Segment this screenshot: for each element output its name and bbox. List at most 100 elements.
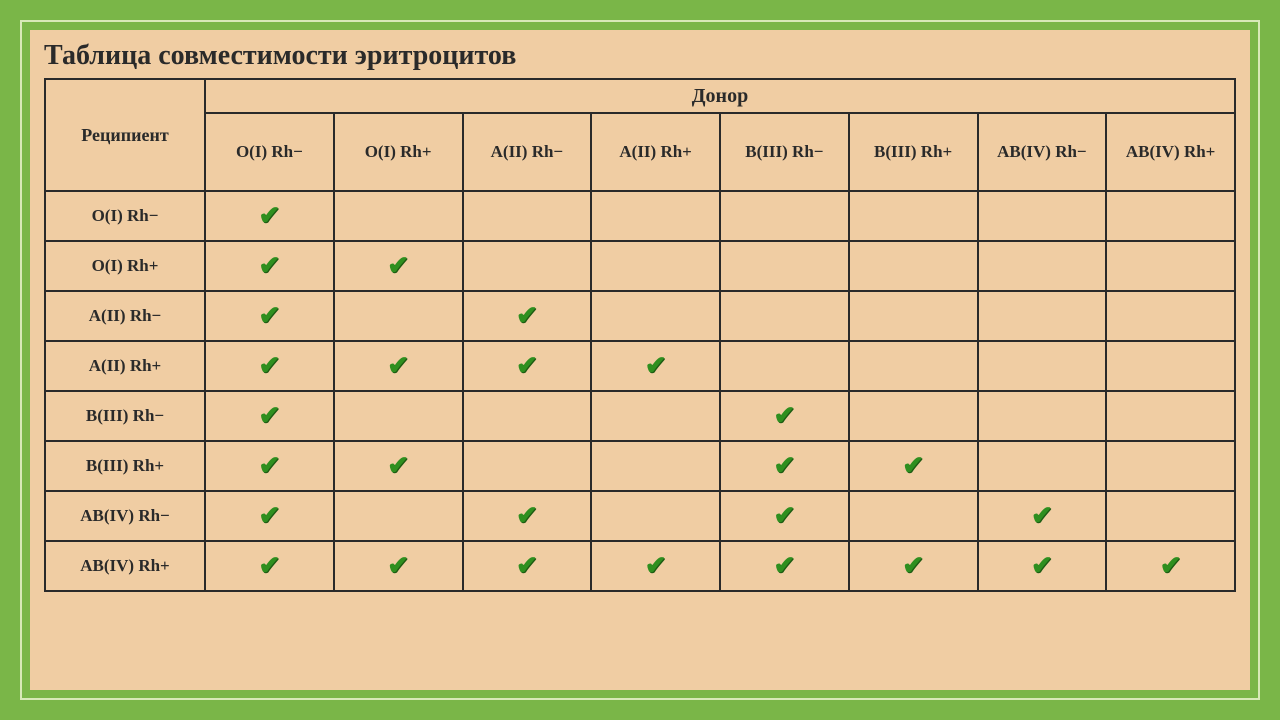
check-icon: ✔ xyxy=(902,551,924,580)
compat-cell xyxy=(1106,491,1235,541)
compat-cell: ✔ xyxy=(205,191,334,241)
compatibility-table: Реципиент Донор O(I) Rh− O(I) Rh+ A(II) … xyxy=(44,78,1236,592)
table-row: O(I) Rh− ✔ xyxy=(45,191,1235,241)
compat-cell: ✔ xyxy=(849,441,978,491)
compat-cell: ✔ xyxy=(720,441,849,491)
compat-cell xyxy=(334,291,463,341)
compat-cell: ✔ xyxy=(334,241,463,291)
col-header: O(I) Rh− xyxy=(205,113,334,191)
compat-cell xyxy=(849,291,978,341)
compat-cell xyxy=(591,491,720,541)
check-icon: ✔ xyxy=(516,301,538,330)
compat-cell xyxy=(1106,341,1235,391)
compat-cell xyxy=(591,241,720,291)
check-icon: ✔ xyxy=(902,451,924,480)
compat-cell xyxy=(591,391,720,441)
check-icon: ✔ xyxy=(258,451,280,480)
check-icon: ✔ xyxy=(387,551,409,580)
compat-cell xyxy=(978,291,1107,341)
compat-cell xyxy=(720,341,849,391)
column-headers-row: O(I) Rh− O(I) Rh+ A(II) Rh− A(II) Rh+ B(… xyxy=(45,113,1235,191)
compat-cell: ✔ xyxy=(591,341,720,391)
check-icon: ✔ xyxy=(773,401,795,430)
compat-cell: ✔ xyxy=(334,441,463,491)
check-icon: ✔ xyxy=(516,551,538,580)
check-icon: ✔ xyxy=(773,501,795,530)
table-row: B(III) Rh+ ✔ ✔ ✔ ✔ xyxy=(45,441,1235,491)
compat-cell: ✔ xyxy=(1106,541,1235,591)
compat-cell xyxy=(1106,241,1235,291)
check-icon: ✔ xyxy=(258,551,280,580)
compat-cell xyxy=(1106,441,1235,491)
compat-cell: ✔ xyxy=(205,541,334,591)
compat-cell: ✔ xyxy=(591,541,720,591)
row-label: AB(IV) Rh+ xyxy=(45,541,205,591)
compat-cell xyxy=(334,191,463,241)
compat-cell xyxy=(1106,391,1235,441)
check-icon: ✔ xyxy=(258,401,280,430)
check-icon: ✔ xyxy=(258,301,280,330)
row-label: O(I) Rh+ xyxy=(45,241,205,291)
compat-cell xyxy=(978,241,1107,291)
compat-cell xyxy=(978,391,1107,441)
compat-cell: ✔ xyxy=(334,541,463,591)
compat-cell xyxy=(334,491,463,541)
col-header: O(I) Rh+ xyxy=(334,113,463,191)
check-icon: ✔ xyxy=(387,351,409,380)
row-label: B(III) Rh− xyxy=(45,391,205,441)
check-icon: ✔ xyxy=(258,501,280,530)
check-icon: ✔ xyxy=(387,251,409,280)
row-label: B(III) Rh+ xyxy=(45,441,205,491)
row-label: O(I) Rh− xyxy=(45,191,205,241)
inner-panel: Таблица совместимости эритроцитов Реципи… xyxy=(30,30,1250,690)
compat-cell: ✔ xyxy=(978,491,1107,541)
table-row: AB(IV) Rh+ ✔ ✔ ✔ ✔ ✔ ✔ ✔ ✔ xyxy=(45,541,1235,591)
table-row: B(III) Rh− ✔ ✔ xyxy=(45,391,1235,441)
recipient-header: Реципиент xyxy=(45,79,205,191)
check-icon: ✔ xyxy=(258,251,280,280)
check-icon: ✔ xyxy=(773,451,795,480)
compat-cell: ✔ xyxy=(720,491,849,541)
compat-cell xyxy=(463,191,592,241)
check-icon: ✔ xyxy=(387,451,409,480)
compat-cell: ✔ xyxy=(205,441,334,491)
compat-cell: ✔ xyxy=(205,341,334,391)
check-icon: ✔ xyxy=(258,201,280,230)
compat-cell xyxy=(463,391,592,441)
compat-cell xyxy=(1106,191,1235,241)
compat-cell: ✔ xyxy=(849,541,978,591)
table-body: O(I) Rh−✔O(I) Rh+✔✔A(II) Rh−✔✔A(II) Rh+✔… xyxy=(45,191,1235,591)
compat-cell: ✔ xyxy=(205,241,334,291)
compat-cell: ✔ xyxy=(978,541,1107,591)
compat-cell xyxy=(849,341,978,391)
check-icon: ✔ xyxy=(1160,551,1182,580)
check-icon: ✔ xyxy=(773,551,795,580)
col-header: AB(IV) Rh+ xyxy=(1106,113,1235,191)
compat-cell: ✔ xyxy=(463,491,592,541)
compat-cell: ✔ xyxy=(720,391,849,441)
check-icon: ✔ xyxy=(516,501,538,530)
compat-cell xyxy=(720,191,849,241)
compat-cell xyxy=(978,191,1107,241)
compat-cell: ✔ xyxy=(463,341,592,391)
compat-cell xyxy=(978,341,1107,391)
check-icon: ✔ xyxy=(258,351,280,380)
compat-cell xyxy=(591,291,720,341)
compat-cell xyxy=(849,191,978,241)
row-label: AB(IV) Rh− xyxy=(45,491,205,541)
compat-cell xyxy=(720,291,849,341)
col-header: A(II) Rh+ xyxy=(591,113,720,191)
row-label: A(II) Rh− xyxy=(45,291,205,341)
col-header: A(II) Rh− xyxy=(463,113,592,191)
check-icon: ✔ xyxy=(1031,551,1053,580)
compat-cell xyxy=(849,491,978,541)
col-header: AB(IV) Rh− xyxy=(978,113,1107,191)
compat-cell xyxy=(463,241,592,291)
compat-cell xyxy=(334,391,463,441)
compat-cell xyxy=(1106,291,1235,341)
check-icon: ✔ xyxy=(516,351,538,380)
compat-cell xyxy=(849,391,978,441)
table-row: A(II) Rh− ✔ ✔ xyxy=(45,291,1235,341)
table-row: O(I) Rh+ ✔ ✔ xyxy=(45,241,1235,291)
compat-cell: ✔ xyxy=(205,291,334,341)
